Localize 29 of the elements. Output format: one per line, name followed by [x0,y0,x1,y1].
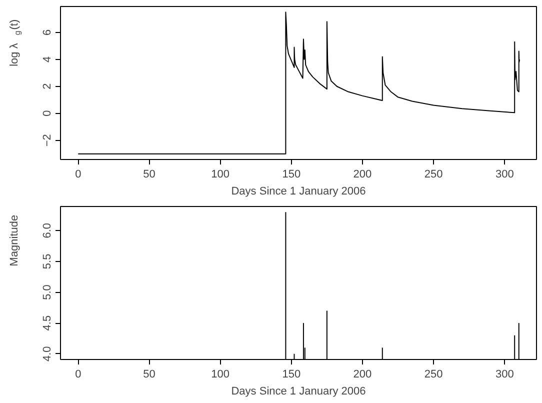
y-tick-label: 6.0 [42,222,54,238]
x-tick-label: 250 [424,368,443,380]
y-axis-title: log λg(t) [8,19,22,66]
x-tick-label: 200 [353,368,372,380]
x-tick-label: 300 [495,368,514,380]
x-tick-label: 150 [282,168,301,180]
y-tick-label: 4 [42,56,54,62]
x-tick-label: 300 [495,168,514,180]
x-tick-label: 0 [75,168,82,180]
x-tick-label: 0 [75,368,82,380]
x-tick-label: 150 [282,368,301,380]
y-tick-label: −2 [42,134,54,147]
x-tick-label: 50 [143,168,156,180]
y-tick-label: 4.0 [42,346,54,362]
x-tick-label: 200 [353,168,372,180]
x-tick-label: 50 [143,368,156,380]
y-tick-label: 2 [42,83,54,90]
x-axis-title: Days Since 1 January 2006 [231,186,366,198]
line-series [78,12,520,154]
y-axis-title: Magnitude [8,214,20,266]
x-tick-label: 100 [211,168,230,180]
y-tick-label: 6 [42,29,54,36]
y-tick-label: 4.5 [42,315,54,331]
x-tick-label: 100 [211,368,230,380]
y-tick-label: 5.0 [42,284,54,300]
y-tick-label: 0 [42,110,54,116]
y-tick-label: 5.5 [42,254,54,270]
x-tick-label: 250 [424,168,443,180]
x-axis-title: Days Since 1 January 2006 [231,386,366,398]
